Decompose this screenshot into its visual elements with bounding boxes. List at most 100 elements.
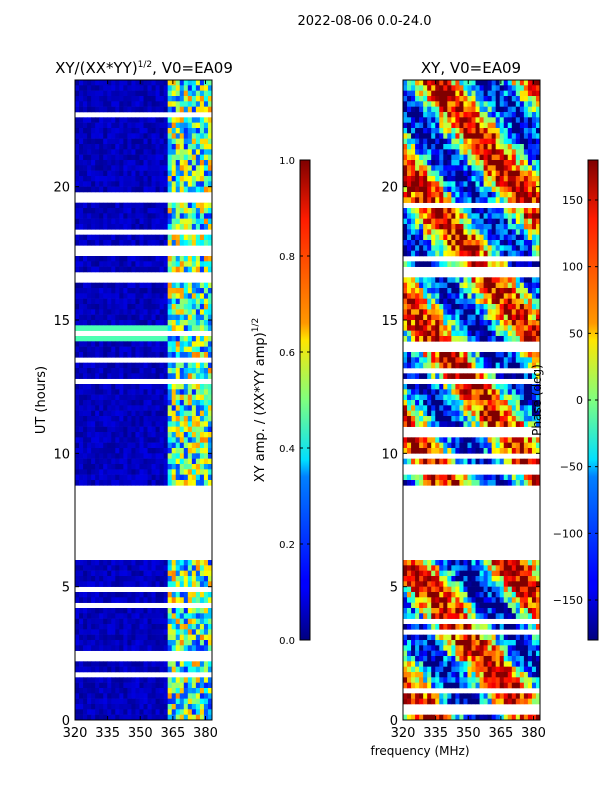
heatmap-cell [175,352,181,358]
heatmap-cell [115,368,120,374]
heatmap-cell [415,80,420,86]
heatmap-cell [139,560,144,566]
heatmap-cell [75,218,80,225]
heatmap-cell [451,250,456,257]
heatmap-cell [511,288,517,294]
heatmap-cell [195,234,201,241]
heatmap-cell [447,90,452,97]
heatmap-cell [523,336,529,342]
heatmap-cell [451,352,456,358]
heatmap-cell [91,565,96,571]
heatmap-cell [487,224,493,230]
heatmap-cell [91,693,96,699]
heatmap-cell [163,341,169,347]
heatmap-cell [415,362,420,369]
heatmap-cell [447,389,452,395]
heatmap-cell [91,714,96,720]
heatmap-cell [495,149,501,155]
heatmap-cell [507,144,513,150]
heatmap-cell [115,314,120,321]
heatmap-cell [483,208,489,214]
heatmap-cell [519,394,525,401]
heatmap-cell [499,224,505,230]
heatmap-cell [463,170,468,177]
heatmap-cell [95,117,100,123]
heatmap-cell [163,304,169,310]
heatmap-cell [499,160,505,166]
heatmap-cell [419,405,424,411]
heatmap-cell [127,576,132,582]
heatmap-cell [147,453,152,459]
heatmap-cell [119,298,124,305]
heatmap-cell [139,208,144,214]
heatmap-cell [471,309,476,315]
heatmap-cell [495,106,501,113]
heatmap-cell [191,389,197,395]
heatmap-cell [419,85,424,91]
heatmap-cell [79,224,84,230]
heatmap-cell [139,634,144,641]
heatmap-cell [179,613,185,619]
heatmap-cell [179,469,185,475]
heatmap-cell [83,693,88,699]
heatmap-cell [87,352,92,358]
heatmap-cell [415,213,420,219]
heatmap-cell [195,368,201,374]
heatmap-cell [447,384,452,390]
heatmap-cell [207,416,212,422]
heatmap-cell [195,138,201,145]
heatmap-cell [83,480,88,486]
heatmap-cell [119,634,124,641]
heatmap-cell [463,106,468,113]
heatmap-cell [511,234,517,241]
heatmap-cell [155,581,161,587]
heatmap-cell [427,277,432,283]
heatmap-cell [107,341,112,347]
heatmap-cell [163,170,169,177]
heatmap-cell [515,373,521,379]
heatmap-cell [451,165,456,171]
heatmap-cell [439,389,444,395]
heatmap-cell [187,154,193,161]
heatmap-cell [423,362,428,369]
heatmap-cell [79,421,84,427]
heatmap-cell [463,160,468,166]
heatmap-cell [471,229,476,235]
heatmap-cell [183,416,189,422]
heatmap-cell [139,80,144,86]
heatmap-cell [91,224,96,230]
heatmap-cell [167,224,173,230]
heatmap-cell [99,176,104,182]
heatmap-cell [535,362,540,369]
heatmap-cell [155,629,161,635]
heatmap-cell [187,384,193,390]
heatmap-cell [167,106,173,113]
heatmap-cell [455,144,460,150]
heatmap-cell [191,160,197,166]
heatmap-cell [143,421,148,427]
heatmap-cell [439,112,444,118]
heatmap-cell [139,261,144,267]
heatmap-cell [523,165,529,171]
heatmap-cell [523,234,529,241]
heatmap-cell [107,448,112,454]
heatmap-cell [491,80,497,86]
heatmap-cell [527,192,533,198]
heatmap-cell [455,154,460,161]
heatmap-cell [139,704,144,710]
heatmap-cell [175,592,181,598]
heatmap-cell [187,90,193,97]
heatmap-cell [91,416,96,422]
heatmap-cell [79,149,84,155]
heatmap-cell [119,240,124,246]
heatmap-cell [475,245,480,251]
heatmap-cell [531,309,537,315]
heatmap-cell [135,661,140,667]
heatmap-cell [79,608,84,614]
heatmap-cell [103,128,108,134]
heatmap-cell [119,666,124,673]
heatmap-cell [495,160,501,166]
heatmap-cell [455,277,460,283]
heatmap-cell [487,357,493,363]
heatmap-cell [447,181,452,187]
